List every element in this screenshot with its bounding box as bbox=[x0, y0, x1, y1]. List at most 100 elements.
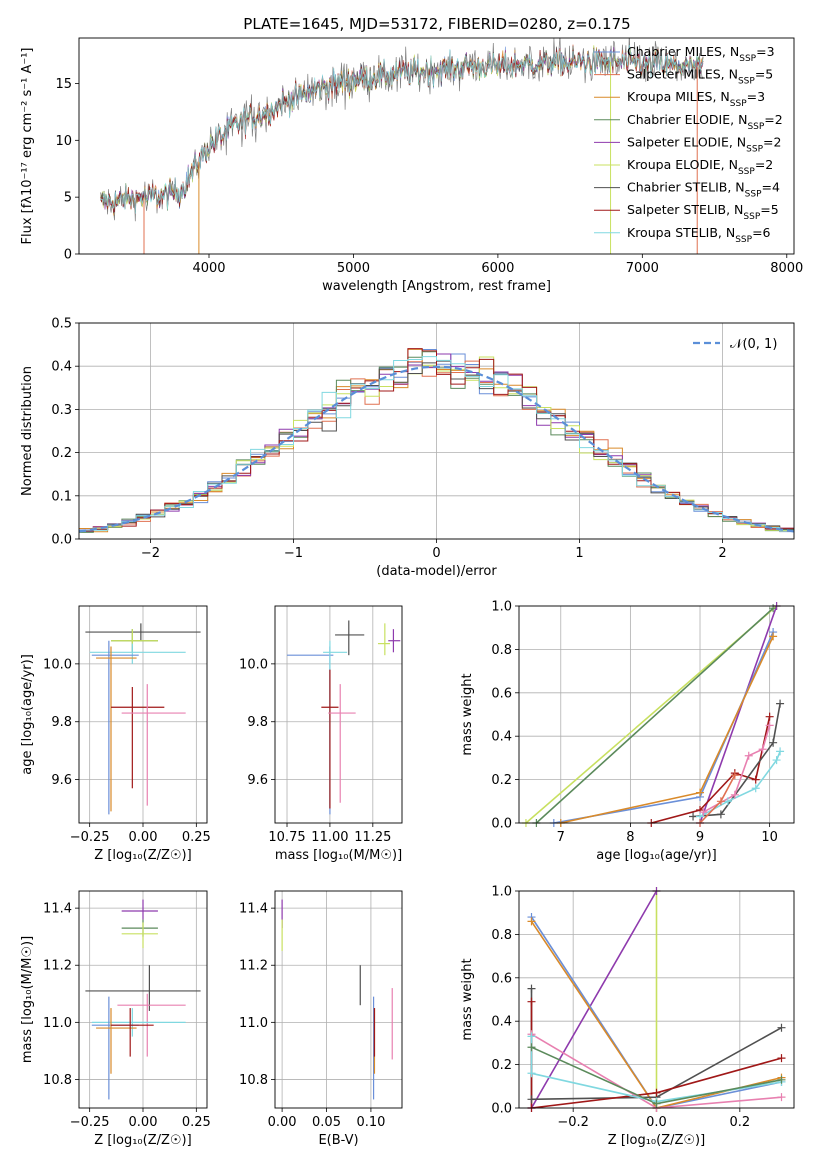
weight-marker-chabrier_stelib bbox=[689, 812, 698, 821]
y-tick-label: 0.4 bbox=[51, 360, 72, 375]
legend-label-salpeter_elodie: Salpeter ELODIE, NSSP=2 bbox=[627, 134, 781, 154]
y-tick-label: 11.4 bbox=[43, 902, 72, 917]
y-tick-label: 9.8 bbox=[51, 715, 72, 730]
legend-label-salpeter_stelib: Salpeter STELIB, NSSP=5 bbox=[627, 202, 779, 222]
y-tick-label: 0.6 bbox=[491, 971, 512, 986]
figure-title: PLATE=1645, MJD=53172, FIBERID=0280, z=0… bbox=[243, 15, 630, 33]
y-tick-label: 0.0 bbox=[51, 533, 72, 548]
x-axis-label: E(B-V) bbox=[318, 1133, 358, 1148]
panel-mass_vs_ebv: 0.00 0.05 0.10 10.8 11.0 11.2 11.4 E(B-V) bbox=[239, 890, 403, 1148]
y-tick-label: 0.5 bbox=[51, 317, 72, 332]
weight-marker-pink bbox=[744, 751, 753, 760]
weight-marker-kroupa_miles bbox=[696, 788, 705, 797]
weight-marker-salpeter_stelib bbox=[765, 712, 774, 721]
weight-marker-kroupa_stelib bbox=[527, 1032, 536, 1041]
x-tick-label: −0.2 bbox=[557, 1115, 589, 1130]
panel-mass_vs_z: −0.25 0.00 0.25 10.8 11.0 11.2 11.4 Z [log₁₀(Z/… bbox=[20, 890, 211, 1148]
weight-marker-kroupa_stelib bbox=[527, 1069, 536, 1078]
plot-area-age_vs_mass bbox=[287, 620, 401, 815]
x-axis-label: age [log₁₀(age/yr)] bbox=[596, 848, 717, 863]
weight-marker-kroupa_stelib bbox=[723, 797, 732, 806]
y-tick-label: 11.0 bbox=[239, 1016, 268, 1031]
x-axis-label: (data-model)/error bbox=[376, 564, 497, 579]
y-tick-label: 1.0 bbox=[491, 600, 512, 615]
panel-massweight_vs_age: 7 8 9 10 0.0 0.2 0.4 0.6 0.8 1.0 age [log₁₀(age/yr… bbox=[460, 600, 795, 863]
legend-label-chabrier_elodie: Chabrier ELODIE, NSSP=2 bbox=[627, 112, 783, 132]
y-tick-label: 0.6 bbox=[491, 686, 512, 701]
x-tick-label: 7 bbox=[557, 830, 565, 845]
y-tick-label: 0.1 bbox=[51, 489, 72, 504]
axes-frame bbox=[274, 605, 403, 824]
x-tick-label: 0.10 bbox=[356, 1115, 385, 1130]
y-tick-label: 0.4 bbox=[491, 730, 512, 745]
axes-frame bbox=[518, 890, 795, 1109]
weight-line-chabrier_miles bbox=[530, 916, 782, 1108]
axes-frame bbox=[274, 890, 403, 1109]
axes-frame bbox=[78, 605, 208, 824]
legend-label-gaussian: 𝒩(0, 1) bbox=[730, 337, 777, 352]
weight-line-pink bbox=[531, 1033, 782, 1108]
plot-area-mass_vs_z bbox=[85, 899, 201, 1100]
weight-line-salpeter_elodie bbox=[530, 891, 658, 1108]
y-tick-label: 9.8 bbox=[247, 715, 268, 730]
y-tick-label: 10 bbox=[55, 134, 72, 149]
weight-marker-kroupa_stelib bbox=[776, 747, 785, 756]
x-tick-label: 9 bbox=[696, 830, 704, 845]
y-axis-label: age [log₁₀(age/yr)] bbox=[20, 654, 35, 775]
weight-marker-chabrier_stelib bbox=[776, 699, 785, 708]
weight-marker-salpeter_stelib bbox=[652, 1088, 661, 1097]
x-tick-label: 2 bbox=[718, 546, 726, 561]
x-axis-label: Z [log₁₀(Z/Z☉)] bbox=[94, 1133, 191, 1148]
plot-area-residuals bbox=[79, 348, 794, 533]
weight-marker-chabrier_elodie bbox=[527, 1043, 536, 1052]
gaussian-curve bbox=[79, 365, 794, 533]
x-axis-label: Z [log₁₀(Z/Z☉)] bbox=[608, 1133, 705, 1148]
x-tick-label: 7000 bbox=[626, 261, 659, 276]
weight-line-chabrier_elodie bbox=[535, 607, 774, 823]
x-tick-label: 11.25 bbox=[354, 830, 391, 845]
weight-marker-salpeter_stelib bbox=[751, 775, 760, 784]
x-tick-label: 0 bbox=[432, 546, 440, 561]
y-tick-label: 0.0 bbox=[491, 1102, 512, 1117]
x-tick-label: 5000 bbox=[337, 261, 370, 276]
y-tick-label: 0.0 bbox=[491, 817, 512, 832]
weight-marker-chabrier_stelib bbox=[527, 984, 536, 993]
weight-line-salpeter_elodie bbox=[699, 606, 778, 823]
weight-marker-salpeter_miles bbox=[730, 771, 739, 780]
panel-age_vs_z: −0.25 0.00 0.25 9.6 9.8 10.0 Z [log₁₀(Z/Z☉)] ag… bbox=[20, 605, 211, 863]
plot-area-age_vs_z bbox=[85, 623, 201, 815]
y-tick-label: 15 bbox=[55, 77, 72, 92]
y-tick-label: 10.8 bbox=[239, 1073, 268, 1088]
x-tick-label: −1 bbox=[284, 546, 303, 561]
x-tick-label: 6000 bbox=[481, 261, 514, 276]
x-tick-label: 0.00 bbox=[129, 830, 158, 845]
legend-label-salpeter_miles: Salpeter MILES, NSSP=5 bbox=[627, 67, 773, 87]
weight-marker-pink bbox=[765, 721, 774, 730]
legend-label-kroupa_miles: Kroupa MILES, NSSP=3 bbox=[627, 89, 765, 109]
weight-marker-salpeter_miles bbox=[716, 797, 725, 806]
y-tick-label: 0.3 bbox=[51, 403, 72, 418]
weight-marker-kroupa_miles bbox=[527, 917, 536, 926]
legend-label-chabrier_miles: Chabrier MILES, NSSP=3 bbox=[627, 44, 775, 64]
y-axis-label: mass [log₁₀(M/M☉)] bbox=[20, 936, 35, 1063]
y-tick-label: 11.2 bbox=[43, 959, 72, 974]
weight-marker-kroupa_stelib bbox=[772, 756, 781, 765]
x-axis-label: wavelength [Angstrom, rest frame] bbox=[322, 279, 551, 294]
weight-marker-chabrier_stelib bbox=[716, 810, 725, 819]
axes-frame bbox=[78, 890, 208, 1109]
x-tick-label: 4000 bbox=[192, 261, 225, 276]
y-tick-label: 9.6 bbox=[247, 773, 268, 788]
y-tick-label: 10.8 bbox=[43, 1073, 72, 1088]
x-tick-label: 11.00 bbox=[311, 830, 348, 845]
weight-marker-chabrier_stelib bbox=[527, 1095, 536, 1104]
panel-age_vs_mass: 10.75 11.00 11.25 9.6 9.8 10.0 mass [log₁₀(M/M… bbox=[239, 605, 403, 863]
y-tick-label: 10.0 bbox=[43, 657, 72, 672]
weight-marker-salpeter_stelib bbox=[527, 997, 536, 1006]
x-tick-label: −0.25 bbox=[70, 1115, 110, 1130]
weight-marker-pink bbox=[758, 745, 767, 754]
y-axis-label: mass weight bbox=[460, 673, 475, 755]
spectrum-legend: Chabrier MILES, NSSP=3 Salpeter MILES, NS… bbox=[594, 44, 783, 245]
